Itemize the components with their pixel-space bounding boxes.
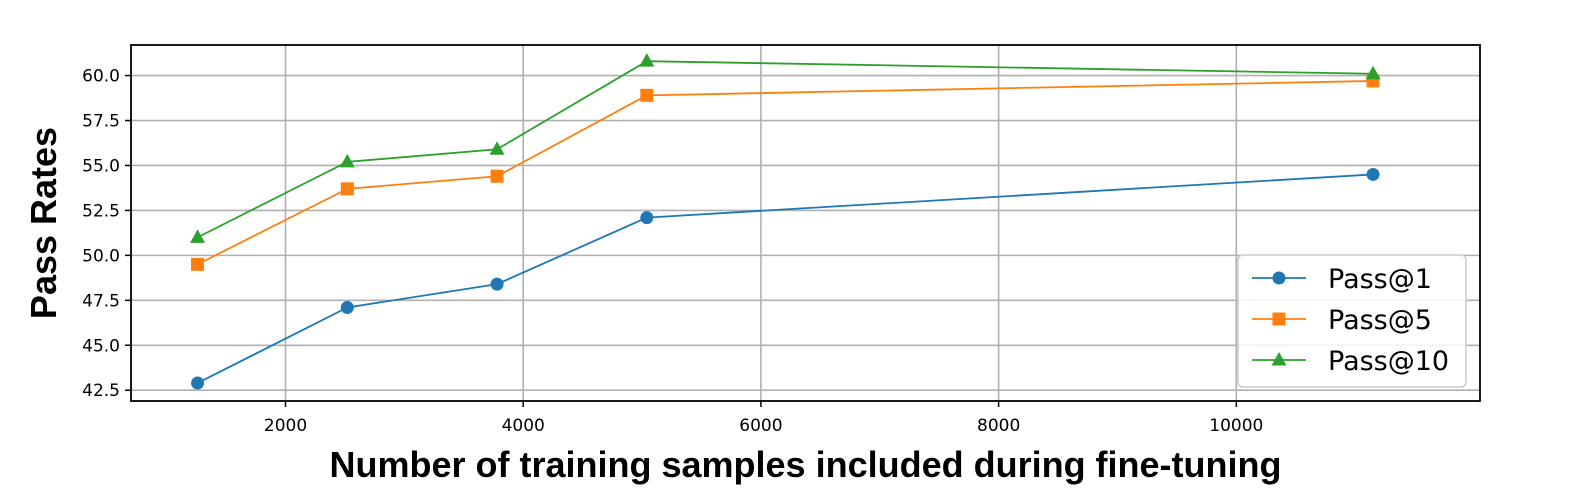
series-lines — [190, 53, 1381, 390]
plot-area-frame — [130, 44, 1481, 402]
data-point-pass-at-10 — [1365, 65, 1381, 80]
data-point-pass-at-1 — [191, 376, 205, 390]
y-tick-label: 45.0 — [82, 336, 120, 356]
y-tick-label: 47.5 — [82, 291, 120, 311]
y-tick-label: 57.5 — [82, 112, 120, 132]
legend-marker-pass-at-1 — [1272, 271, 1286, 285]
series-line-pass-at-5 — [197, 80, 1374, 266]
data-point-pass-at-10 — [639, 53, 655, 67]
y-tick-label: 52.5 — [82, 201, 120, 221]
legend-marker-pass-at-5 — [1272, 312, 1286, 326]
x-tick-label: 2000 — [264, 416, 307, 436]
y-axis-title: Pass Rates — [23, 127, 64, 319]
data-point-pass-at-10 — [190, 229, 206, 243]
data-point-pass-at-5 — [340, 182, 354, 196]
x-tick-label: 6000 — [739, 416, 782, 436]
grid — [131, 45, 1480, 401]
y-tick-label: 55.0 — [82, 156, 120, 176]
data-point-pass-at-1 — [490, 277, 504, 291]
legend-label-pass-at-10: Pass@10 — [1328, 346, 1449, 377]
data-point-pass-at-10 — [339, 153, 355, 168]
legend: Pass@1 Pass@5 Pass@10 — [1237, 254, 1467, 388]
legend-label-pass-at-5: Pass@5 — [1328, 305, 1432, 336]
data-point-pass-at-5 — [191, 257, 205, 271]
data-point-pass-at-1 — [1366, 167, 1380, 181]
x-tick-label: 4000 — [502, 416, 545, 436]
data-point-pass-at-5 — [490, 169, 504, 183]
y-tick-label: 50.0 — [82, 246, 120, 266]
data-point-pass-at-1 — [340, 301, 354, 315]
series-line-pass-at-1 — [197, 173, 1374, 384]
data-point-pass-at-1 — [640, 211, 654, 225]
axis-ticks: 2000 4000 6000 8000 10000 42.5 45.0 47.5 50.0 52.… — [82, 67, 1263, 436]
data-point-pass-at-10 — [489, 141, 505, 155]
data-point-pass-at-5 — [640, 88, 654, 102]
y-tick-label: 60.0 — [82, 67, 120, 87]
legend-box — [1237, 254, 1467, 388]
legend-label-pass-at-1: Pass@1 — [1328, 264, 1432, 295]
x-axis-title: Number of training samples included duri… — [329, 444, 1281, 485]
y-tick-label: 42.5 — [82, 381, 120, 401]
x-tick-label: 10000 — [1209, 416, 1263, 436]
x-tick-label: 8000 — [977, 416, 1020, 436]
legend-marker-pass-at-10 — [1271, 352, 1287, 366]
